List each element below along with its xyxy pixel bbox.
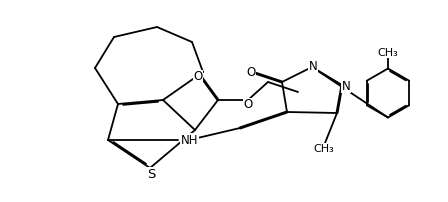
Text: O: O [246, 65, 256, 79]
Text: S: S [147, 167, 155, 181]
Text: N: N [342, 80, 350, 93]
Text: CH₃: CH₃ [378, 47, 398, 58]
Text: N: N [309, 60, 317, 73]
Text: CH₃: CH₃ [314, 144, 334, 154]
Text: O: O [194, 70, 202, 83]
Text: O: O [243, 99, 253, 112]
Text: NH: NH [181, 134, 198, 146]
